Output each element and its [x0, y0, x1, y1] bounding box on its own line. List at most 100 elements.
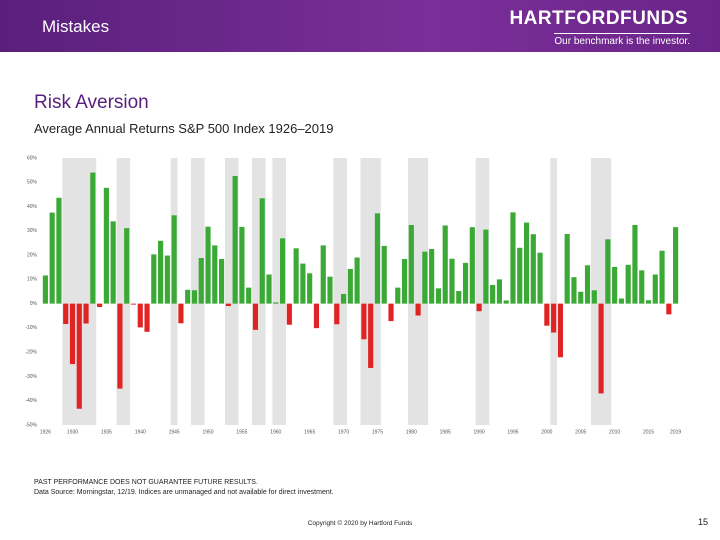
bar [408, 224, 414, 304]
bar [551, 303, 557, 333]
bar [185, 289, 191, 304]
bar [618, 298, 624, 304]
x-tick-label: 1940 [135, 429, 146, 435]
recession-band [191, 158, 205, 425]
chart-subtitle: Average Annual Returns S&P 500 Index 192… [34, 121, 334, 136]
bar [666, 303, 672, 315]
chart-title: Risk Aversion [34, 92, 149, 113]
x-tick-label: 1980 [406, 429, 417, 435]
y-tick-label: 30% [27, 228, 38, 234]
bar [673, 227, 679, 304]
bar [354, 257, 360, 304]
y-tick-label: 60% [27, 155, 38, 161]
bar [456, 291, 462, 304]
bar [632, 224, 638, 304]
x-tick-label: 1965 [304, 429, 315, 435]
bar [368, 303, 374, 368]
bar [225, 303, 231, 307]
bar [212, 245, 218, 304]
x-tick-label: 1970 [338, 429, 349, 435]
bar [530, 234, 536, 304]
bar [307, 273, 313, 304]
bar [327, 276, 333, 304]
bar [469, 227, 475, 304]
bar [49, 212, 55, 304]
bar [401, 258, 408, 304]
bar [462, 262, 469, 304]
y-tick-label: -50% [25, 422, 37, 428]
bar [374, 213, 381, 304]
bar [124, 228, 130, 304]
bar [523, 222, 530, 304]
y-tick-label: 0% [30, 301, 38, 307]
bar [286, 303, 292, 325]
bar [158, 240, 164, 304]
bar [591, 290, 597, 304]
bar [659, 250, 665, 304]
bar [69, 303, 76, 365]
bar [205, 226, 211, 304]
x-tick-label: 1926 [40, 429, 51, 435]
bar [361, 303, 367, 340]
bar [266, 274, 272, 304]
bar [259, 198, 265, 304]
bar [137, 303, 143, 328]
bar [144, 303, 150, 332]
page-number: 15 [697, 517, 708, 527]
bar [171, 215, 177, 304]
bar [503, 300, 509, 304]
recession-band [407, 158, 429, 425]
y-tick-label: -20% [25, 350, 37, 356]
bar [313, 303, 320, 329]
y-tick-label: -10% [25, 325, 37, 331]
x-tick-label: 2019 [670, 429, 681, 435]
recession-band [272, 158, 286, 425]
bar [544, 303, 550, 326]
y-tick-label: 40% [27, 204, 38, 210]
y-tick-label: -40% [25, 398, 37, 404]
bar [300, 263, 306, 304]
bar [578, 291, 584, 304]
x-tick-label: 1935 [101, 429, 112, 435]
y-tick-label: 10% [27, 277, 38, 283]
bar [232, 175, 238, 304]
bar [164, 255, 170, 304]
bar [584, 265, 591, 304]
bar [476, 303, 482, 312]
bar [415, 303, 421, 316]
x-tick-label: 2015 [643, 429, 654, 435]
bar [571, 277, 577, 304]
bar [219, 258, 225, 304]
bar [83, 303, 89, 324]
bar [598, 303, 604, 394]
bar [449, 258, 455, 304]
bar [178, 303, 184, 324]
copyright: Copyright © 2020 by Hartford Funds [307, 520, 413, 527]
bar [388, 303, 394, 322]
bar [395, 287, 401, 304]
bar [151, 254, 157, 304]
bar [340, 293, 347, 304]
section-title: Mistakes [42, 17, 110, 36]
bar [625, 264, 631, 304]
bar [510, 212, 516, 304]
y-tick-label: 50% [27, 180, 38, 186]
bar [557, 303, 563, 358]
x-tick-label: 1930 [67, 429, 78, 435]
header-bar: Mistakes HARTFORDFUNDS Our benchmark is … [0, 0, 720, 52]
tagline: Our benchmark is the investor. [554, 33, 690, 47]
footnotes: PAST PERFORMANCE DOES NOT GUARANTEE FUTU… [34, 478, 334, 498]
bar [279, 238, 286, 304]
bar [334, 303, 340, 325]
bar [103, 187, 109, 304]
bar [496, 279, 502, 304]
bar [320, 245, 326, 304]
bar [537, 252, 543, 304]
bar [612, 266, 618, 304]
recession-band [590, 158, 612, 425]
bar [639, 270, 645, 304]
bar [490, 284, 496, 304]
recession-band [475, 158, 490, 425]
x-tick-label: 2010 [609, 429, 620, 435]
